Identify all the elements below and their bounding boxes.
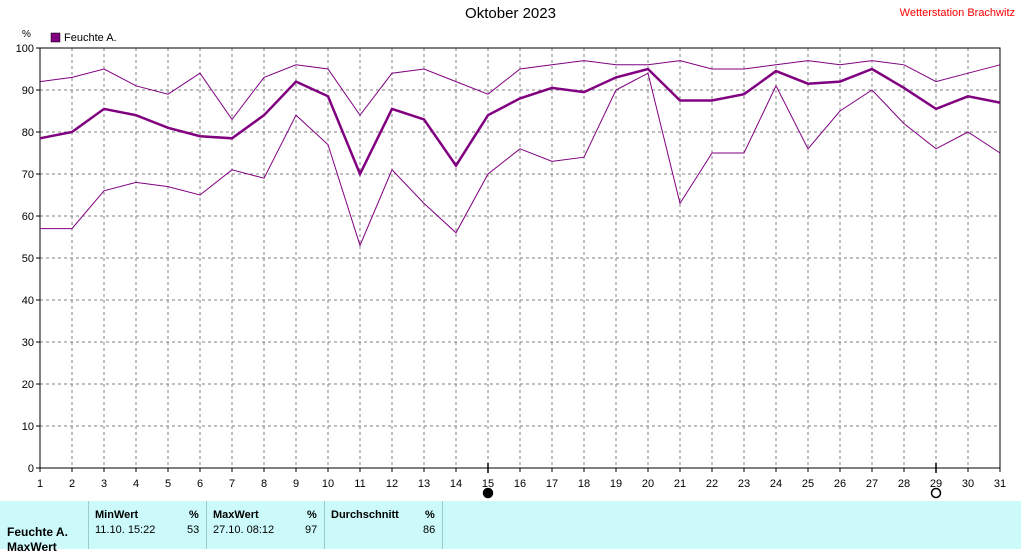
y-axis-label: % [22, 29, 31, 40]
y-tick-label: 70 [22, 169, 34, 181]
x-tick-label: 16 [514, 478, 526, 490]
y-tick-label: 30 [22, 337, 34, 349]
stats-min-value: 53 [187, 524, 200, 536]
stats-panel: Feuchte A. MaxWert MinWert % 11.10. 15:2… [0, 501, 1021, 554]
x-tick-label: 23 [738, 478, 750, 490]
stats-min-header: MinWert [95, 509, 139, 521]
stats-min-unit: % [189, 509, 199, 521]
x-tick-label: 13 [418, 478, 430, 490]
x-tick-label: 3 [101, 478, 107, 490]
x-tick-label: 26 [834, 478, 846, 490]
stats-series-label: Feuchte A. [7, 525, 68, 539]
x-tick-label: 31 [994, 478, 1006, 490]
plot-frame [39, 47, 1001, 469]
y-tick-label: 10 [22, 421, 34, 433]
series-line-max [39, 60, 1001, 121]
x-tick-label: 21 [674, 478, 686, 490]
stats-avg-value: 86 [423, 524, 436, 536]
new-moon-icon [482, 487, 494, 499]
stats-series-sublabel: MaxWert [7, 540, 57, 554]
x-tick-label: 6 [197, 478, 203, 490]
legend-label: Feuchte A. [64, 32, 117, 44]
y-tick-label: 40 [22, 295, 34, 307]
x-tick-label: 29 [930, 478, 942, 490]
stats-max-value: 97 [305, 524, 318, 536]
x-tick-label: 24 [770, 478, 782, 490]
y-tick-label: 80 [22, 127, 34, 139]
x-tick-label: 14 [450, 478, 462, 490]
x-tick-label: 12 [386, 478, 398, 490]
x-tick-label: 25 [802, 478, 814, 490]
x-tick-label: 7 [229, 478, 235, 490]
x-tick-label: 20 [642, 478, 654, 490]
stats-max-header: MaxWert [213, 509, 259, 521]
x-tick-label: 19 [610, 478, 622, 490]
y-tick-label: 50 [22, 253, 34, 265]
x-tick-label: 15 [482, 478, 494, 490]
x-tick-label: 17 [546, 478, 558, 490]
stats-max-date: 27.10. 08:12 [213, 524, 275, 536]
x-tick-label: 27 [866, 478, 878, 490]
x-tick-label: 9 [293, 478, 299, 490]
stats-avg-column: Durchschnitt % 86 [324, 501, 443, 549]
stats-min-column: MinWert % 11.10. 15:22 53 [88, 501, 206, 549]
x-tick-label: 18 [578, 478, 590, 490]
stats-max-unit: % [307, 509, 317, 521]
x-tick-label: 22 [706, 478, 718, 490]
stats-max-column: MaxWert % 27.10. 08:12 97 [206, 501, 324, 549]
x-tick-label: 11 [354, 478, 365, 490]
x-tick-label: 8 [261, 478, 267, 490]
x-tick-label: 4 [133, 478, 139, 490]
x-tick-label: 1 [37, 478, 43, 490]
stats-avg-header: Durchschnitt [331, 509, 399, 521]
y-tick-label: 60 [22, 211, 34, 223]
y-tick-label: 100 [16, 43, 34, 55]
stats-avg-unit: % [425, 509, 435, 521]
x-tick-label: 30 [962, 478, 974, 490]
y-tick-label: 20 [22, 379, 34, 391]
chart-title: Oktober 2023 [465, 5, 556, 22]
full-moon-icon [930, 487, 942, 499]
series-line-min [40, 72, 1001, 247]
stats-min-date: 11.10. 15:22 [95, 524, 156, 536]
x-tick-label: 2 [69, 478, 75, 490]
series-line-mean [39, 67, 1001, 178]
y-tick-label: 0 [28, 463, 34, 475]
x-tick-label: 5 [165, 478, 171, 490]
x-tick-label: 10 [322, 478, 334, 490]
legend-swatch [50, 32, 61, 43]
x-tick-label: 28 [898, 478, 910, 490]
station-name: Wetterstation Brachwitz [899, 7, 1015, 19]
y-tick-label: 90 [22, 85, 34, 97]
